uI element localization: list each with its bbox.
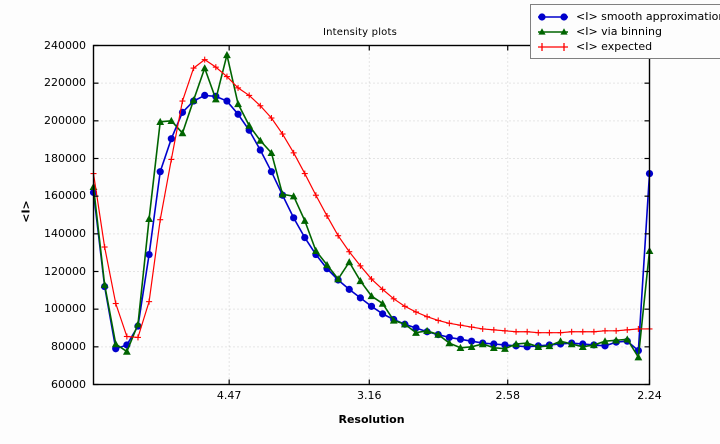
y-tick-label-text: 100000 xyxy=(44,302,86,316)
legend-item-smooth-approximation[interactable]: <I> smooth approximation xyxy=(536,9,720,24)
y-tick-label-text: 220000 xyxy=(44,76,86,90)
grid-lines xyxy=(93,45,650,385)
x-tick-label: 3.16 xyxy=(357,389,382,402)
y-tick-label-text: 160000 xyxy=(44,189,86,203)
axes-frame xyxy=(92,44,651,386)
chart-legend: <I> smooth approximation <I> via binning… xyxy=(530,4,720,59)
legend-item-via-binning[interactable]: <I> via binning xyxy=(536,24,720,39)
series-plus xyxy=(90,56,653,341)
legend-marker-plus-icon xyxy=(538,42,568,51)
legend-label: <I> via binning xyxy=(576,25,662,38)
x-tick-label: 2.24 xyxy=(637,389,662,402)
x-tick-label: 4.47 xyxy=(216,389,242,402)
legend-label: <I> expected xyxy=(576,40,653,53)
tick-marks xyxy=(93,44,651,386)
x-tick-label: 2.58 xyxy=(495,389,520,402)
chart-title: Intensity plots xyxy=(322,27,398,38)
legend-label: <I> smooth approximation xyxy=(576,10,720,23)
y-tick-label-text: 180000 xyxy=(44,151,86,165)
series-triangle xyxy=(89,51,654,361)
legend-item-expected[interactable]: <I> expected xyxy=(536,39,720,54)
legend-marker-circle-icon xyxy=(538,12,568,21)
legend-marker-triangle-icon xyxy=(538,27,568,35)
y-tick-label-text: 120000 xyxy=(44,264,86,278)
x-axis-label: Resolution xyxy=(338,413,405,426)
series-circle xyxy=(89,91,654,355)
y-tick-label-text: 80000 xyxy=(51,339,86,353)
y-tick-label-text: 140000 xyxy=(44,226,86,240)
y-tick-label-text: 60000 xyxy=(51,377,86,391)
y-tick-label-text: 200000 xyxy=(44,113,86,127)
y-tick-label-text: 240000 xyxy=(44,38,86,52)
data-series-group xyxy=(89,51,654,361)
